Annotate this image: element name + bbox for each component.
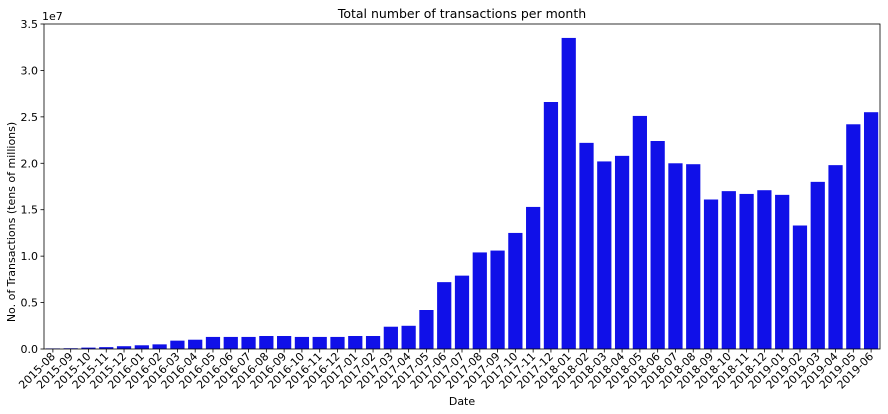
- bar-2017-08: [472, 252, 487, 349]
- y-tick-label: 1.0: [21, 250, 39, 263]
- bar-2018-07: [668, 163, 683, 349]
- y-tick-label: 2.5: [21, 111, 39, 124]
- bar-2017-06: [437, 282, 452, 349]
- y-axis-ticks: 0.0 0.5 1.0 1.5 2.0 2.5 3.0 3.5: [21, 18, 44, 356]
- bar-2016-11: [312, 336, 327, 349]
- bar-2015-11: [99, 347, 114, 349]
- bar-2017-12: [543, 102, 559, 349]
- bar-2018-09: [703, 199, 719, 349]
- y-axis-scale-label: 1e7: [42, 10, 63, 23]
- bar-2019-06: [863, 112, 879, 350]
- bar-2017-11: [526, 206, 541, 349]
- y-tick-label: 2.0: [21, 157, 39, 170]
- bar-2016-06: [223, 336, 238, 349]
- bar-2017-07: [454, 275, 470, 349]
- y-tick-label: 3.5: [21, 18, 39, 31]
- y-tick-label: 3.0: [21, 64, 39, 77]
- bar-2018-04: [614, 155, 630, 349]
- y-axis-title: No. of Transactions (tens of millions): [5, 122, 18, 322]
- bar-2017-04: [401, 325, 416, 349]
- bar-2017-09: [490, 250, 505, 349]
- bar-2016-08: [259, 336, 274, 349]
- bar-2019-01: [775, 194, 790, 349]
- bar-2016-01: [134, 345, 149, 349]
- bars-group: [45, 37, 879, 350]
- bar-2018-01: [561, 37, 576, 350]
- bar-2016-05: [205, 336, 221, 349]
- bar-2016-02: [152, 344, 167, 349]
- bar-2015-12: [116, 346, 132, 349]
- bar-2018-06: [650, 141, 665, 349]
- bar-2019-05: [846, 124, 861, 349]
- bar-2017-01: [348, 336, 363, 349]
- plot-area-frame: [43, 23, 881, 350]
- bar-2018-11: [739, 193, 754, 349]
- x-axis-title: Date: [449, 395, 476, 408]
- bar-2018-02: [579, 142, 594, 349]
- bar-2016-10: [294, 336, 310, 349]
- chart-title: Total number of transactions per month: [337, 6, 586, 21]
- bar-2019-03: [810, 181, 825, 349]
- bar-2017-05: [419, 310, 434, 349]
- bar-2018-10: [721, 191, 736, 349]
- bar-2017-02: [365, 336, 381, 349]
- x-axis-ticks: 2015-082015-092015-102015-112015-122016-…: [16, 349, 876, 392]
- bar-2018-08: [686, 164, 701, 349]
- bar-2019-02: [792, 225, 808, 349]
- bar-2018-05: [632, 115, 647, 350]
- bar-2016-09: [277, 336, 292, 349]
- bar-2016-07: [241, 336, 256, 349]
- y-tick-label: 1.5: [21, 204, 39, 217]
- bar-2017-10: [508, 232, 523, 349]
- bar-2019-04: [828, 165, 843, 349]
- y-tick-label: 0.5: [21, 297, 39, 310]
- bar-2018-03: [597, 161, 612, 349]
- bar-2018-12: [757, 190, 772, 349]
- bar-2015-10: [81, 347, 96, 349]
- bar-2016-12: [330, 336, 345, 349]
- bar-2017-03: [383, 326, 398, 349]
- bar-2016-03: [170, 340, 185, 349]
- y-tick-label: 0.0: [21, 343, 39, 356]
- bar-2016-04: [188, 339, 203, 349]
